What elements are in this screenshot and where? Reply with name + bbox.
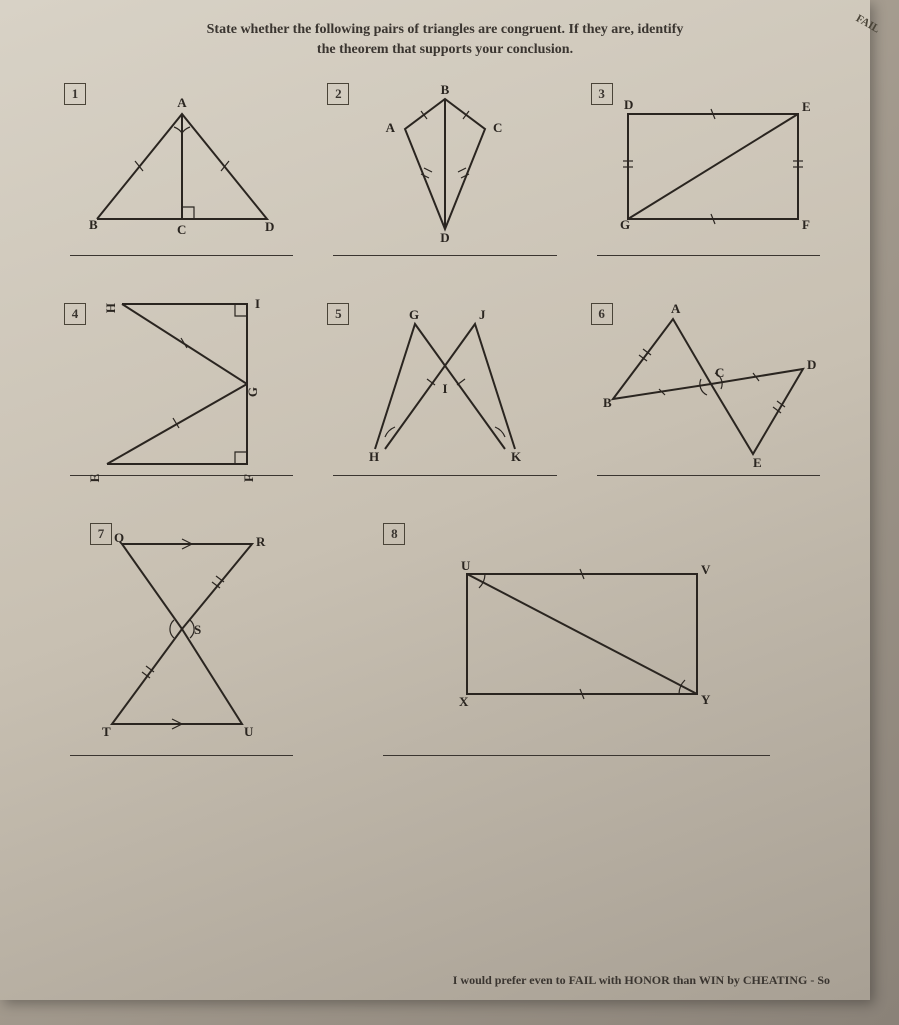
label-A: A bbox=[671, 301, 681, 316]
label-U: U bbox=[244, 724, 254, 739]
figure-4: H I G F E bbox=[60, 299, 303, 469]
label-Q: Q bbox=[114, 530, 124, 545]
answer-blank bbox=[333, 255, 556, 256]
problems-grid: 1 A B C D bbox=[60, 79, 830, 774]
figure-3: D E F G bbox=[587, 79, 830, 249]
figure-2: A B C D bbox=[323, 79, 566, 249]
problem-number: 4 bbox=[64, 303, 86, 325]
answer-blank bbox=[597, 255, 820, 256]
answer-blank bbox=[597, 475, 820, 476]
label-Y: Y bbox=[701, 692, 711, 707]
label-H: H bbox=[103, 303, 118, 313]
label-B: B bbox=[441, 82, 450, 97]
answer-blank bbox=[383, 755, 770, 756]
label-B: B bbox=[603, 395, 612, 410]
label-I: I bbox=[442, 381, 447, 396]
label-K: K bbox=[511, 449, 522, 464]
problem-number: 3 bbox=[591, 83, 613, 105]
label-X: X bbox=[459, 694, 469, 709]
label-F: F bbox=[802, 217, 810, 232]
label-C: C bbox=[493, 120, 502, 135]
label-G: G bbox=[620, 217, 630, 232]
worksheet-page: FAIL State whether the following pairs o… bbox=[0, 0, 870, 1000]
problem-1: 1 A B C D bbox=[60, 79, 303, 289]
label-G: G bbox=[245, 387, 260, 397]
problem-7: 7 Q bbox=[60, 519, 303, 774]
label-H: H bbox=[369, 449, 379, 464]
figure-6: A B C D E bbox=[587, 299, 830, 469]
answer-blank bbox=[333, 475, 556, 476]
answer-blank bbox=[70, 755, 293, 756]
label-C: C bbox=[177, 222, 186, 237]
label-D: D bbox=[624, 97, 633, 112]
label-E: E bbox=[802, 99, 811, 114]
label-E: E bbox=[753, 455, 762, 470]
problem-number: 1 bbox=[64, 83, 86, 105]
problem-number: 5 bbox=[327, 303, 349, 325]
instructions: State whether the following pairs of tri… bbox=[60, 20, 830, 59]
problem-4: 4 H I G F E bbox=[60, 299, 303, 509]
problem-6: 6 A B C bbox=[587, 299, 830, 509]
label-V: V bbox=[701, 562, 711, 577]
label-E: E bbox=[87, 474, 102, 483]
figure-8: U V X Y bbox=[323, 519, 830, 749]
figure-5: G J I H K bbox=[323, 299, 566, 469]
problem-5: 5 G J I H K bbox=[323, 299, 566, 509]
answer-blank bbox=[70, 255, 293, 256]
label-T: T bbox=[102, 724, 111, 739]
problem-number: 8 bbox=[383, 523, 405, 545]
label-B: B bbox=[89, 217, 98, 232]
label-C: C bbox=[715, 365, 724, 380]
corner-badge: FAIL bbox=[853, 12, 881, 35]
figure-1: A B C D bbox=[60, 79, 303, 249]
problem-2: 2 A B C D bbox=[323, 79, 566, 289]
label-J: J bbox=[479, 307, 486, 322]
label-S: S bbox=[194, 622, 201, 637]
problem-number: 6 bbox=[591, 303, 613, 325]
problem-number: 7 bbox=[90, 523, 112, 545]
label-D: D bbox=[265, 219, 274, 234]
figure-7: Q R S T U bbox=[60, 519, 303, 749]
label-A: A bbox=[386, 120, 396, 135]
footer-quote: I would prefer even to FAIL with HONOR t… bbox=[453, 973, 830, 988]
problem-3: 3 D E F G bbox=[587, 79, 830, 289]
label-I: I bbox=[255, 296, 260, 311]
label-R: R bbox=[256, 534, 266, 549]
label-U: U bbox=[461, 558, 471, 573]
instructions-line2: the theorem that supports your conclusio… bbox=[317, 42, 573, 57]
label-A: A bbox=[177, 95, 187, 110]
instructions-line1: State whether the following pairs of tri… bbox=[207, 22, 684, 37]
label-F: F bbox=[241, 474, 256, 482]
label-D: D bbox=[807, 357, 816, 372]
label-D: D bbox=[440, 230, 449, 245]
label-G: G bbox=[409, 307, 419, 322]
problem-8: 8 U V X Y bbox=[323, 519, 830, 774]
problem-number: 2 bbox=[327, 83, 349, 105]
